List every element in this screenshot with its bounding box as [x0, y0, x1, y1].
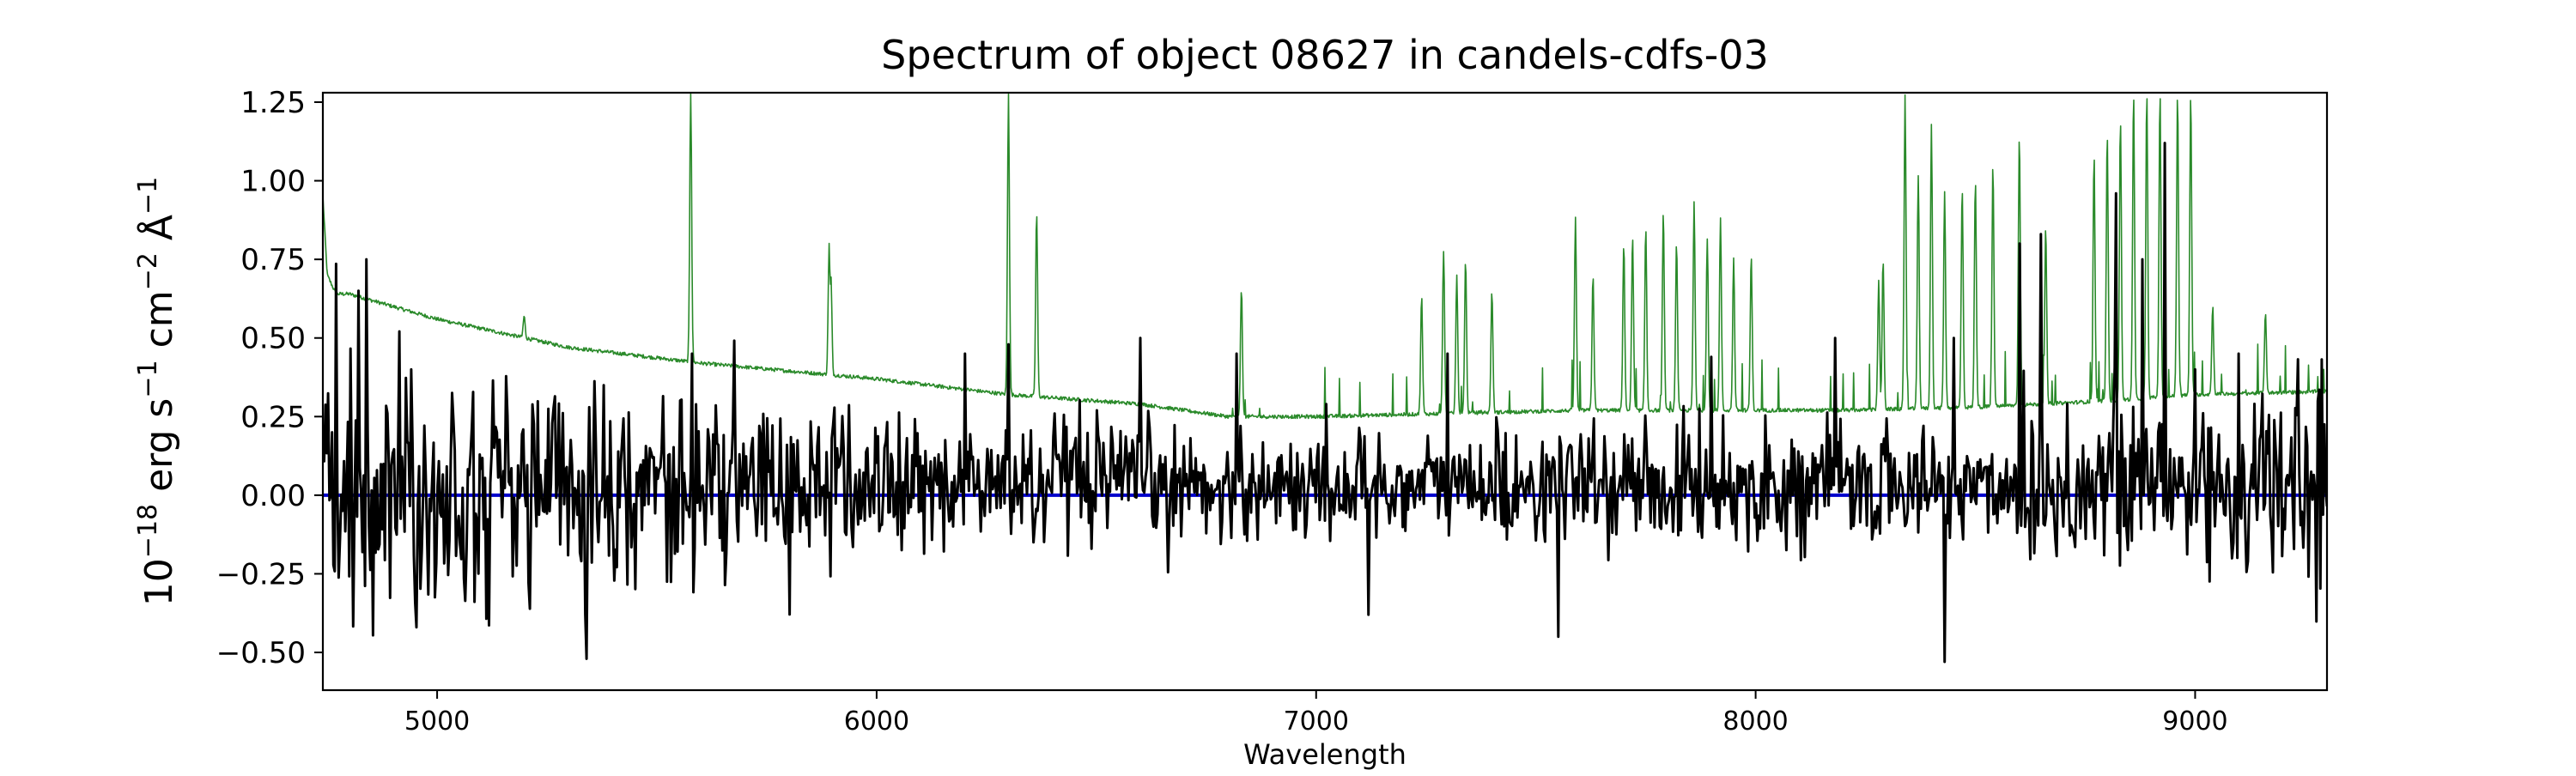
flux-spectrum-line	[323, 142, 2327, 664]
x-tick-label: 7000	[1284, 706, 1349, 737]
x-tick-label: 8000	[1722, 706, 1788, 737]
y-tick-label: 0.50	[240, 322, 306, 356]
y-axis-label: 10−18 erg s−1 cm−2 Å−1	[133, 177, 181, 606]
y-label-unit2: cm	[137, 290, 181, 360]
error-spectrum-line	[323, 93, 2327, 420]
plot-frame	[321, 91, 2329, 692]
y-tick-label: −0.25	[216, 557, 306, 591]
x-tick-label: 6000	[844, 706, 909, 737]
x-axis-label: Wavelength	[1243, 738, 1406, 771]
y-tick-label: −0.50	[216, 636, 306, 670]
y-tick-label: 0.25	[240, 400, 306, 434]
y-tick-label: 1.25	[240, 86, 306, 120]
y-label-exp: −18	[133, 504, 163, 558]
y-tick-label: 0.00	[240, 479, 306, 513]
chart-title: Spectrum of object 08627 in candels-cdfs…	[881, 32, 1769, 78]
y-label-unit3: Å	[136, 215, 181, 252]
x-axis: 5000 6000 7000 8000 9000	[404, 690, 2228, 737]
y-axis: −0.50 −0.25 0.00 0.25 0.50 0.75 1.00 1.25	[216, 86, 323, 670]
y-tick-label: 0.75	[240, 243, 306, 277]
y-label-exp2: −2	[133, 252, 163, 290]
series-layer	[323, 93, 2327, 664]
x-tick-label: 9000	[2162, 706, 2227, 737]
y-label-unit1: erg s	[137, 398, 181, 504]
y-label-exp3: −1	[133, 177, 163, 215]
y-tick-label: 1.00	[240, 165, 306, 199]
x-tick-label: 5000	[404, 706, 470, 737]
y-label-base: 10	[137, 558, 181, 606]
y-label-exp1: −1	[133, 360, 163, 397]
